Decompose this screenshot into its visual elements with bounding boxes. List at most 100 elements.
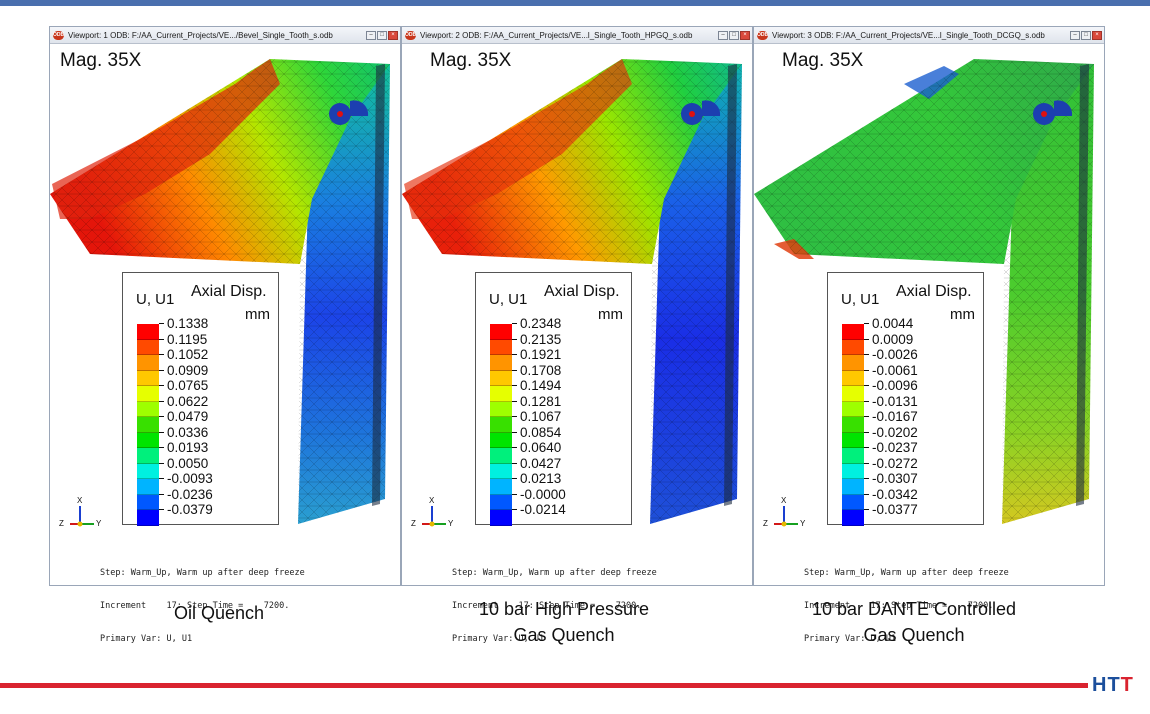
legend-swatch — [137, 510, 159, 526]
legend-tick-label: 0.1281 — [512, 394, 566, 410]
legend-swatch — [490, 494, 512, 510]
caption-dcgq: 10 bar DANTE Controlled Gas Quench — [738, 596, 1090, 648]
step-info: Step: Warm_Up, Warm up after deep freeze… — [804, 546, 1009, 667]
step-info-line: Increment 17: Step Time = 7200. — [804, 601, 994, 611]
legend-tick-label: 0.1067 — [512, 409, 566, 425]
close-button[interactable]: × — [1092, 30, 1102, 40]
legend-tick-label: 0.0050 — [159, 456, 213, 472]
step-info-line: Step: Warm_Up, Warm up after deep freeze — [100, 568, 305, 578]
legend-tick-label: 0.0427 — [512, 456, 566, 472]
legend-swatch — [137, 386, 159, 402]
legend-swatch — [490, 386, 512, 402]
legend-tick-label: 0.0640 — [512, 440, 566, 456]
logo-text: HT — [1092, 674, 1121, 696]
legend-swatch — [490, 510, 512, 526]
magnification-label: Mag. 35X — [782, 50, 864, 71]
triad-z-label: Z — [411, 519, 416, 528]
legend-swatch — [842, 324, 864, 340]
legend-tick-label: 0.0479 — [159, 409, 213, 425]
viewport-title: Viewport: 1 ODB: F:/AA_Current_Projects/… — [68, 30, 333, 40]
axis-triad: X Y Z — [410, 496, 455, 532]
caption-line: 10 bar High Pressure — [478, 599, 650, 619]
legend-swatch — [490, 448, 512, 464]
minimize-button[interactable]: – — [1070, 30, 1080, 40]
legend-title: Axial Disp. — [896, 283, 972, 300]
legend-tick-label: -0.0131 — [864, 394, 918, 410]
legend-swatch — [842, 386, 864, 402]
legend-box[interactable]: U, U1 Axial Disp. mm 0.2348 0.2135 0.1921 0… — [475, 272, 632, 526]
close-button[interactable]: × — [388, 30, 398, 40]
legend-color-bar — [490, 324, 512, 526]
legend-unit: mm — [950, 306, 975, 323]
legend-swatch — [842, 494, 864, 510]
legend-swatch — [490, 339, 512, 355]
legend-swatch — [842, 432, 864, 448]
legend-swatch — [137, 324, 159, 340]
maximize-button[interactable]: □ — [377, 30, 387, 40]
viewport-titlebar[interactable]: ODB Viewport: 2 ODB: F:/AA_Current_Proje… — [402, 27, 752, 44]
legend-tick-label: -0.0000 — [512, 487, 566, 503]
step-info-line: Primary Var: U, U1 — [100, 634, 193, 644]
legend-tick-label: 0.0009 — [864, 332, 918, 348]
legend-box[interactable]: U, U1 Axial Disp. mm 0.0044 0.0009 -0.0026… — [827, 272, 984, 526]
triad-z-label: Z — [763, 519, 768, 528]
step-info: Step: Warm_Up, Warm up after deep freeze… — [452, 546, 657, 667]
axis-triad: X Y Z — [58, 496, 103, 532]
legend-tick-label: -0.0237 — [864, 440, 918, 456]
legend-swatch — [490, 324, 512, 340]
legend-tick-label: 0.0336 — [159, 425, 213, 441]
viewport-title: Viewport: 3 ODB: F:/AA_Current_Projects/… — [772, 30, 1045, 40]
legend-tick-label: 0.1052 — [159, 347, 213, 363]
legend-ticks: 0.2348 0.2135 0.1921 0.1708 0.1494 0.1281 0.10… — [512, 316, 566, 518]
legend-swatch — [137, 355, 159, 371]
legend-swatch — [490, 432, 512, 448]
close-button[interactable]: × — [740, 30, 750, 40]
triad-z-label: Z — [59, 519, 64, 528]
bottom-accent-rule — [0, 683, 1088, 688]
legend-swatch — [842, 448, 864, 464]
legend-tick-label: -0.0061 — [864, 363, 918, 379]
legend-tick-label: 0.0213 — [512, 471, 566, 487]
legend-color-bar — [842, 324, 864, 526]
viewport-2[interactable]: ODB Viewport: 2 ODB: F:/AA_Current_Proje… — [401, 26, 753, 644]
legend-swatch — [137, 339, 159, 355]
axis-triad: X Y Z — [762, 496, 807, 532]
legend-tick-label: -0.0026 — [864, 347, 918, 363]
legend-swatch — [842, 479, 864, 495]
minimize-button[interactable]: – — [718, 30, 728, 40]
legend-swatch — [137, 479, 159, 495]
legend-variable: U, U1 — [489, 291, 528, 308]
legend-tick-label: 0.1494 — [512, 378, 566, 394]
step-info-line: Increment 17: Step Time = 7200. — [452, 601, 642, 611]
legend-tick-label: -0.0379 — [159, 502, 213, 518]
legend-swatch — [490, 417, 512, 433]
legend-swatch — [842, 401, 864, 417]
legend-box[interactable]: U, U1 Axial Disp. mm 0.1338 0.1195 0.1052 0… — [122, 272, 279, 526]
legend-swatch — [490, 479, 512, 495]
step-info-line: Primary Var: U, U1 — [452, 634, 545, 644]
legend-swatch — [137, 448, 159, 464]
legend-tick-label: 0.0044 — [864, 316, 918, 332]
legend-swatch — [842, 339, 864, 355]
htt-logo: HTT — [1092, 674, 1134, 697]
triad-y-label: Y — [96, 519, 102, 528]
caption-line: Oil Quench — [173, 603, 265, 623]
legend-tick-label: 0.0854 — [512, 425, 566, 441]
legend-tick-label: -0.0272 — [864, 456, 918, 472]
minimize-button[interactable]: – — [366, 30, 376, 40]
viewport-titlebar[interactable]: ODB Viewport: 1 ODB: F:/AA_Current_Proje… — [50, 27, 400, 44]
viewport-3[interactable]: ODB Viewport: 3 ODB: F:/AA_Current_Proje… — [753, 26, 1105, 644]
triad-y-label: Y — [800, 519, 806, 528]
caption-hpgq: 10 bar High Pressure Gas Quench — [388, 596, 740, 648]
legend-title: Axial Disp. — [544, 283, 620, 300]
legend-swatch — [137, 463, 159, 479]
step-info-line: Step: Warm_Up, Warm up after deep freeze — [804, 568, 1009, 578]
legend-tick-label: 0.1195 — [159, 332, 213, 348]
fe-model-hpgq — [402, 59, 742, 524]
legend-tick-label: -0.0342 — [864, 487, 918, 503]
maximize-button[interactable]: □ — [1081, 30, 1091, 40]
viewport-1[interactable]: ODB Viewport: 1 ODB: F:/AA_Current_Proje… — [49, 26, 401, 644]
viewport-titlebar[interactable]: ODB Viewport: 3 ODB: F:/AA_Current_Proje… — [754, 27, 1104, 44]
logo-text-accent: T — [1120, 674, 1134, 696]
maximize-button[interactable]: □ — [729, 30, 739, 40]
